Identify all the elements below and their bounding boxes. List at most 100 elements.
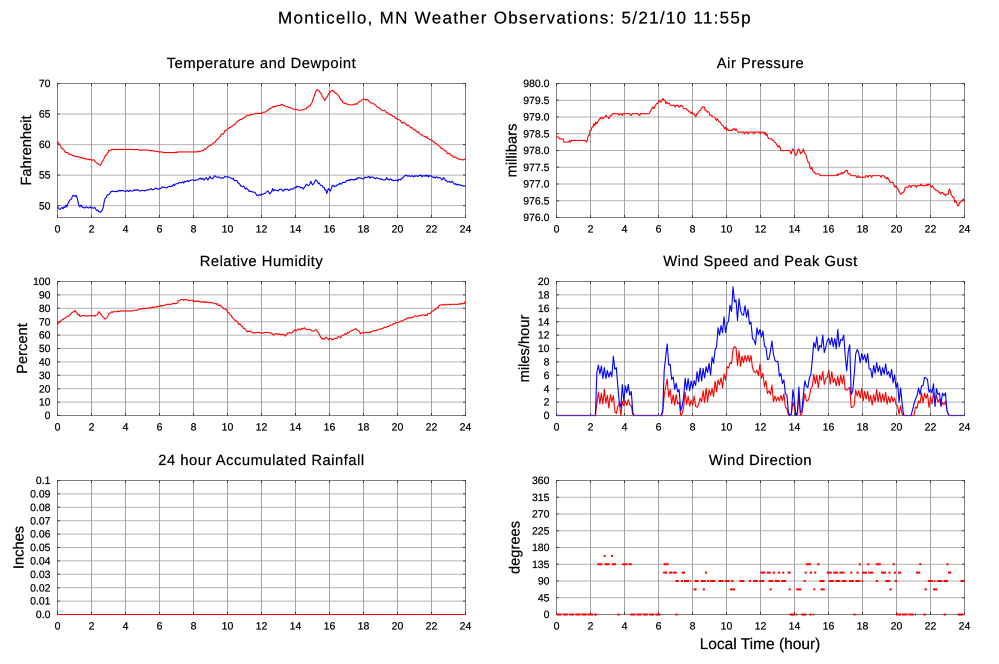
svg-text:20: 20 (891, 224, 903, 236)
svg-text:4: 4 (123, 422, 129, 434)
svg-text:16: 16 (823, 621, 835, 633)
svg-text:2: 2 (544, 397, 550, 409)
svg-text:4: 4 (544, 383, 550, 395)
svg-text:12: 12 (256, 224, 268, 236)
svg-text:0: 0 (55, 224, 61, 236)
svg-text:22: 22 (426, 422, 438, 434)
svg-text:16: 16 (324, 422, 336, 434)
svg-text:225: 225 (532, 525, 550, 537)
svg-text:22: 22 (426, 621, 438, 633)
svg-text:180: 180 (532, 542, 550, 554)
svg-text:degrees: degrees (508, 521, 524, 574)
svg-text:16: 16 (324, 224, 336, 236)
svg-text:4: 4 (123, 224, 129, 236)
svg-text:16: 16 (538, 303, 550, 315)
svg-text:8: 8 (191, 224, 197, 236)
svg-text:0: 0 (554, 422, 560, 434)
svg-text:12: 12 (256, 422, 268, 434)
svg-text:24: 24 (460, 224, 472, 236)
svg-text:20: 20 (392, 224, 404, 236)
svg-text:315: 315 (532, 492, 550, 504)
svg-text:0.0: 0.0 (36, 609, 51, 621)
svg-text:10: 10 (39, 397, 51, 409)
svg-text:0.07: 0.07 (30, 515, 51, 527)
svg-text:Wind Speed and Peak Gust: Wind Speed and Peak Gust (663, 254, 857, 270)
svg-text:24: 24 (959, 621, 971, 633)
svg-text:0: 0 (554, 621, 560, 633)
svg-text:20: 20 (891, 422, 903, 434)
svg-text:14: 14 (538, 316, 550, 328)
svg-text:90: 90 (39, 290, 51, 302)
svg-text:millibars: millibars (505, 124, 521, 178)
svg-text:978.0: 978.0 (523, 145, 549, 157)
svg-text:0.05: 0.05 (30, 542, 51, 554)
svg-text:55: 55 (39, 170, 51, 182)
svg-text:90: 90 (538, 576, 550, 588)
svg-text:18: 18 (358, 621, 370, 633)
svg-text:0: 0 (45, 410, 51, 422)
svg-text:16: 16 (823, 422, 835, 434)
svg-text:0.09: 0.09 (30, 489, 51, 501)
svg-text:24: 24 (959, 422, 971, 434)
svg-text:0.03: 0.03 (30, 569, 51, 581)
svg-text:16: 16 (823, 224, 835, 236)
svg-text:0.02: 0.02 (30, 582, 51, 594)
svg-text:22: 22 (925, 621, 937, 633)
svg-text:50: 50 (39, 200, 51, 212)
svg-text:20: 20 (392, 422, 404, 434)
svg-text:10: 10 (721, 422, 733, 434)
svg-text:Temperature and Dewpoint: Temperature and Dewpoint (167, 56, 357, 72)
svg-text:0: 0 (544, 609, 550, 621)
svg-text:0: 0 (554, 224, 560, 236)
svg-text:0: 0 (55, 422, 61, 434)
svg-text:0.08: 0.08 (30, 502, 51, 514)
svg-text:976.0: 976.0 (523, 212, 549, 224)
svg-text:18: 18 (358, 422, 370, 434)
svg-text:24: 24 (959, 224, 971, 236)
svg-text:6: 6 (656, 422, 662, 434)
svg-text:0.04: 0.04 (30, 556, 51, 568)
svg-text:8: 8 (191, 621, 197, 633)
svg-text:2: 2 (588, 422, 594, 434)
svg-text:60: 60 (39, 330, 51, 342)
svg-text:10: 10 (222, 224, 234, 236)
svg-text:10: 10 (538, 343, 550, 355)
svg-text:980.0: 980.0 (523, 78, 549, 90)
svg-text:Monticello, MN Weather Observa: Monticello, MN Weather Observations: 5/2… (278, 9, 752, 28)
svg-text:100: 100 (33, 276, 51, 288)
svg-text:8: 8 (690, 422, 696, 434)
svg-text:2: 2 (89, 621, 95, 633)
svg-text:12: 12 (755, 224, 767, 236)
svg-text:16: 16 (324, 621, 336, 633)
svg-text:0: 0 (544, 410, 550, 422)
svg-text:8: 8 (191, 422, 197, 434)
svg-text:12: 12 (755, 621, 767, 633)
svg-text:2: 2 (588, 621, 594, 633)
svg-text:20: 20 (392, 621, 404, 633)
svg-text:22: 22 (426, 224, 438, 236)
svg-text:14: 14 (789, 621, 801, 633)
svg-text:10: 10 (222, 621, 234, 633)
svg-text:2: 2 (588, 224, 594, 236)
svg-text:4: 4 (123, 621, 129, 633)
svg-text:135: 135 (532, 559, 550, 571)
svg-text:50: 50 (39, 343, 51, 355)
svg-text:6: 6 (157, 621, 163, 633)
svg-text:20: 20 (538, 276, 550, 288)
svg-text:2: 2 (89, 422, 95, 434)
svg-text:24: 24 (460, 621, 472, 633)
svg-text:Inches: Inches (12, 526, 28, 569)
svg-text:6: 6 (544, 370, 550, 382)
svg-text:978.5: 978.5 (523, 128, 549, 140)
svg-text:976.5: 976.5 (523, 195, 549, 207)
svg-text:14: 14 (290, 422, 302, 434)
svg-text:20: 20 (891, 621, 903, 633)
svg-text:14: 14 (789, 224, 801, 236)
svg-text:12: 12 (755, 422, 767, 434)
svg-text:45: 45 (538, 592, 550, 604)
svg-text:Air Pressure: Air Pressure (717, 56, 804, 72)
svg-text:70: 70 (39, 78, 51, 90)
svg-text:4: 4 (622, 224, 628, 236)
svg-text:Fahrenheit: Fahrenheit (19, 115, 35, 185)
svg-text:65: 65 (39, 109, 51, 121)
